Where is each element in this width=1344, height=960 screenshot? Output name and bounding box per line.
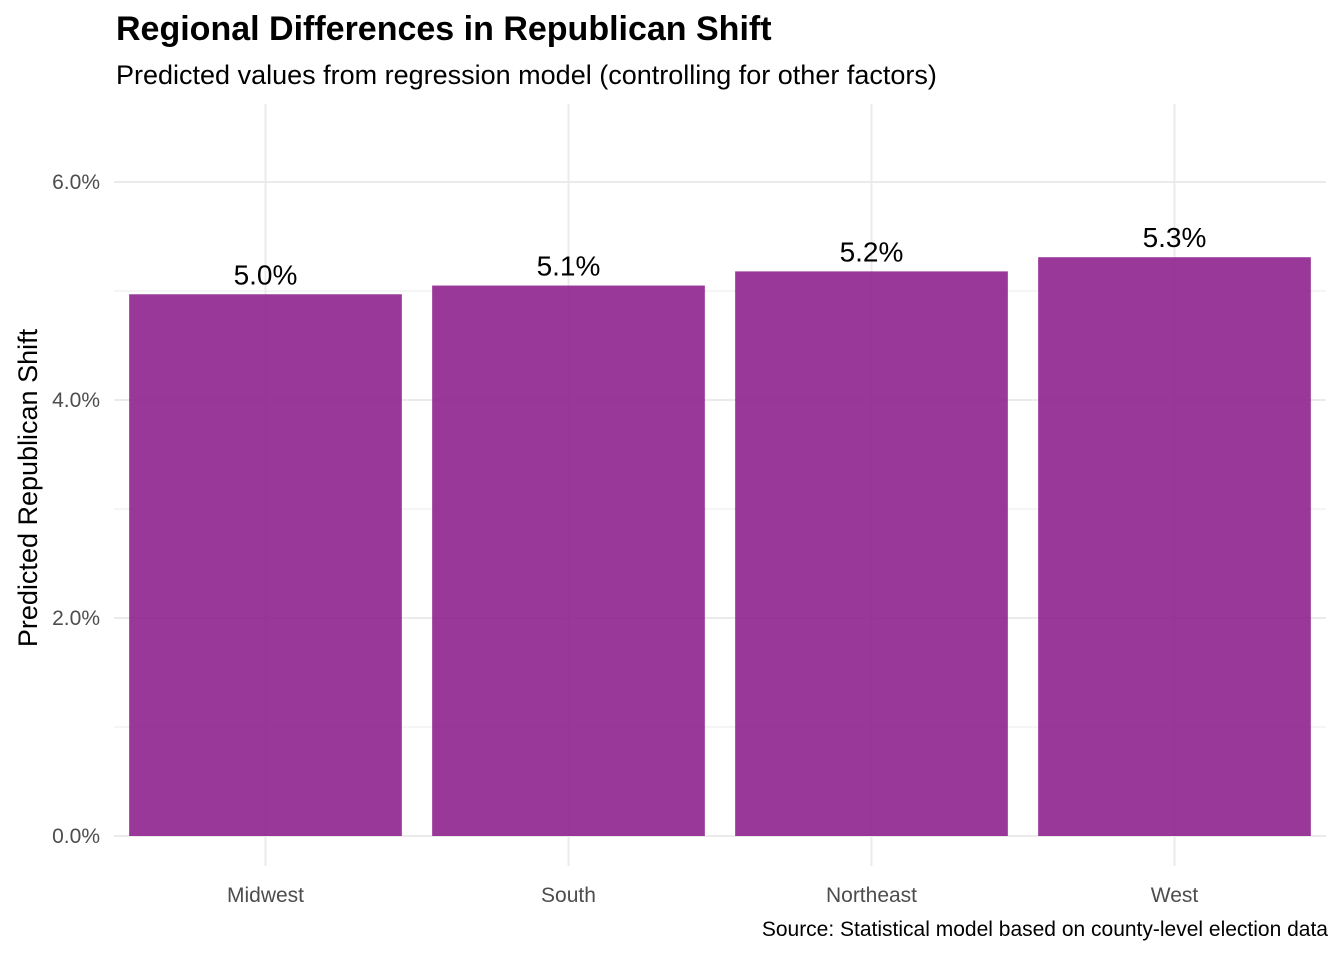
y-axis-ticks: 0.0% 2.0% 4.0% 6.0% xyxy=(52,171,100,848)
y-tick-label: 4.0% xyxy=(52,389,100,412)
data-label: 5.1% xyxy=(537,251,601,282)
y-axis-title: Predicted Republican Shift xyxy=(13,328,43,647)
x-axis-ticks: Midwest South Northeast West xyxy=(227,884,1198,907)
data-label: 5.2% xyxy=(840,236,904,267)
chart-caption: Source: Statistical model based on count… xyxy=(761,918,1328,941)
data-label-layer: 5.0% 5.1% 5.2% 5.3% xyxy=(234,222,1207,290)
chart-subtitle: Predicted values from regression model (… xyxy=(116,60,937,90)
y-tick-label: 6.0% xyxy=(52,171,100,194)
y-tick-label: 0.0% xyxy=(52,825,100,848)
y-tick-label: 2.0% xyxy=(52,607,100,630)
x-tick-label: Midwest xyxy=(227,884,304,907)
data-label: 5.3% xyxy=(1143,222,1207,253)
x-tick-label: West xyxy=(1151,884,1199,907)
bar-layer xyxy=(129,257,1311,837)
chart-title: Regional Differences in Republican Shift xyxy=(116,10,772,48)
x-tick-label: South xyxy=(541,884,596,907)
data-label: 5.0% xyxy=(234,259,298,290)
x-tick-label: Northeast xyxy=(826,884,917,907)
bar-west xyxy=(1038,257,1311,837)
bar-midwest xyxy=(129,294,402,836)
bar-south xyxy=(432,285,705,836)
bar-northeast xyxy=(735,271,1008,836)
